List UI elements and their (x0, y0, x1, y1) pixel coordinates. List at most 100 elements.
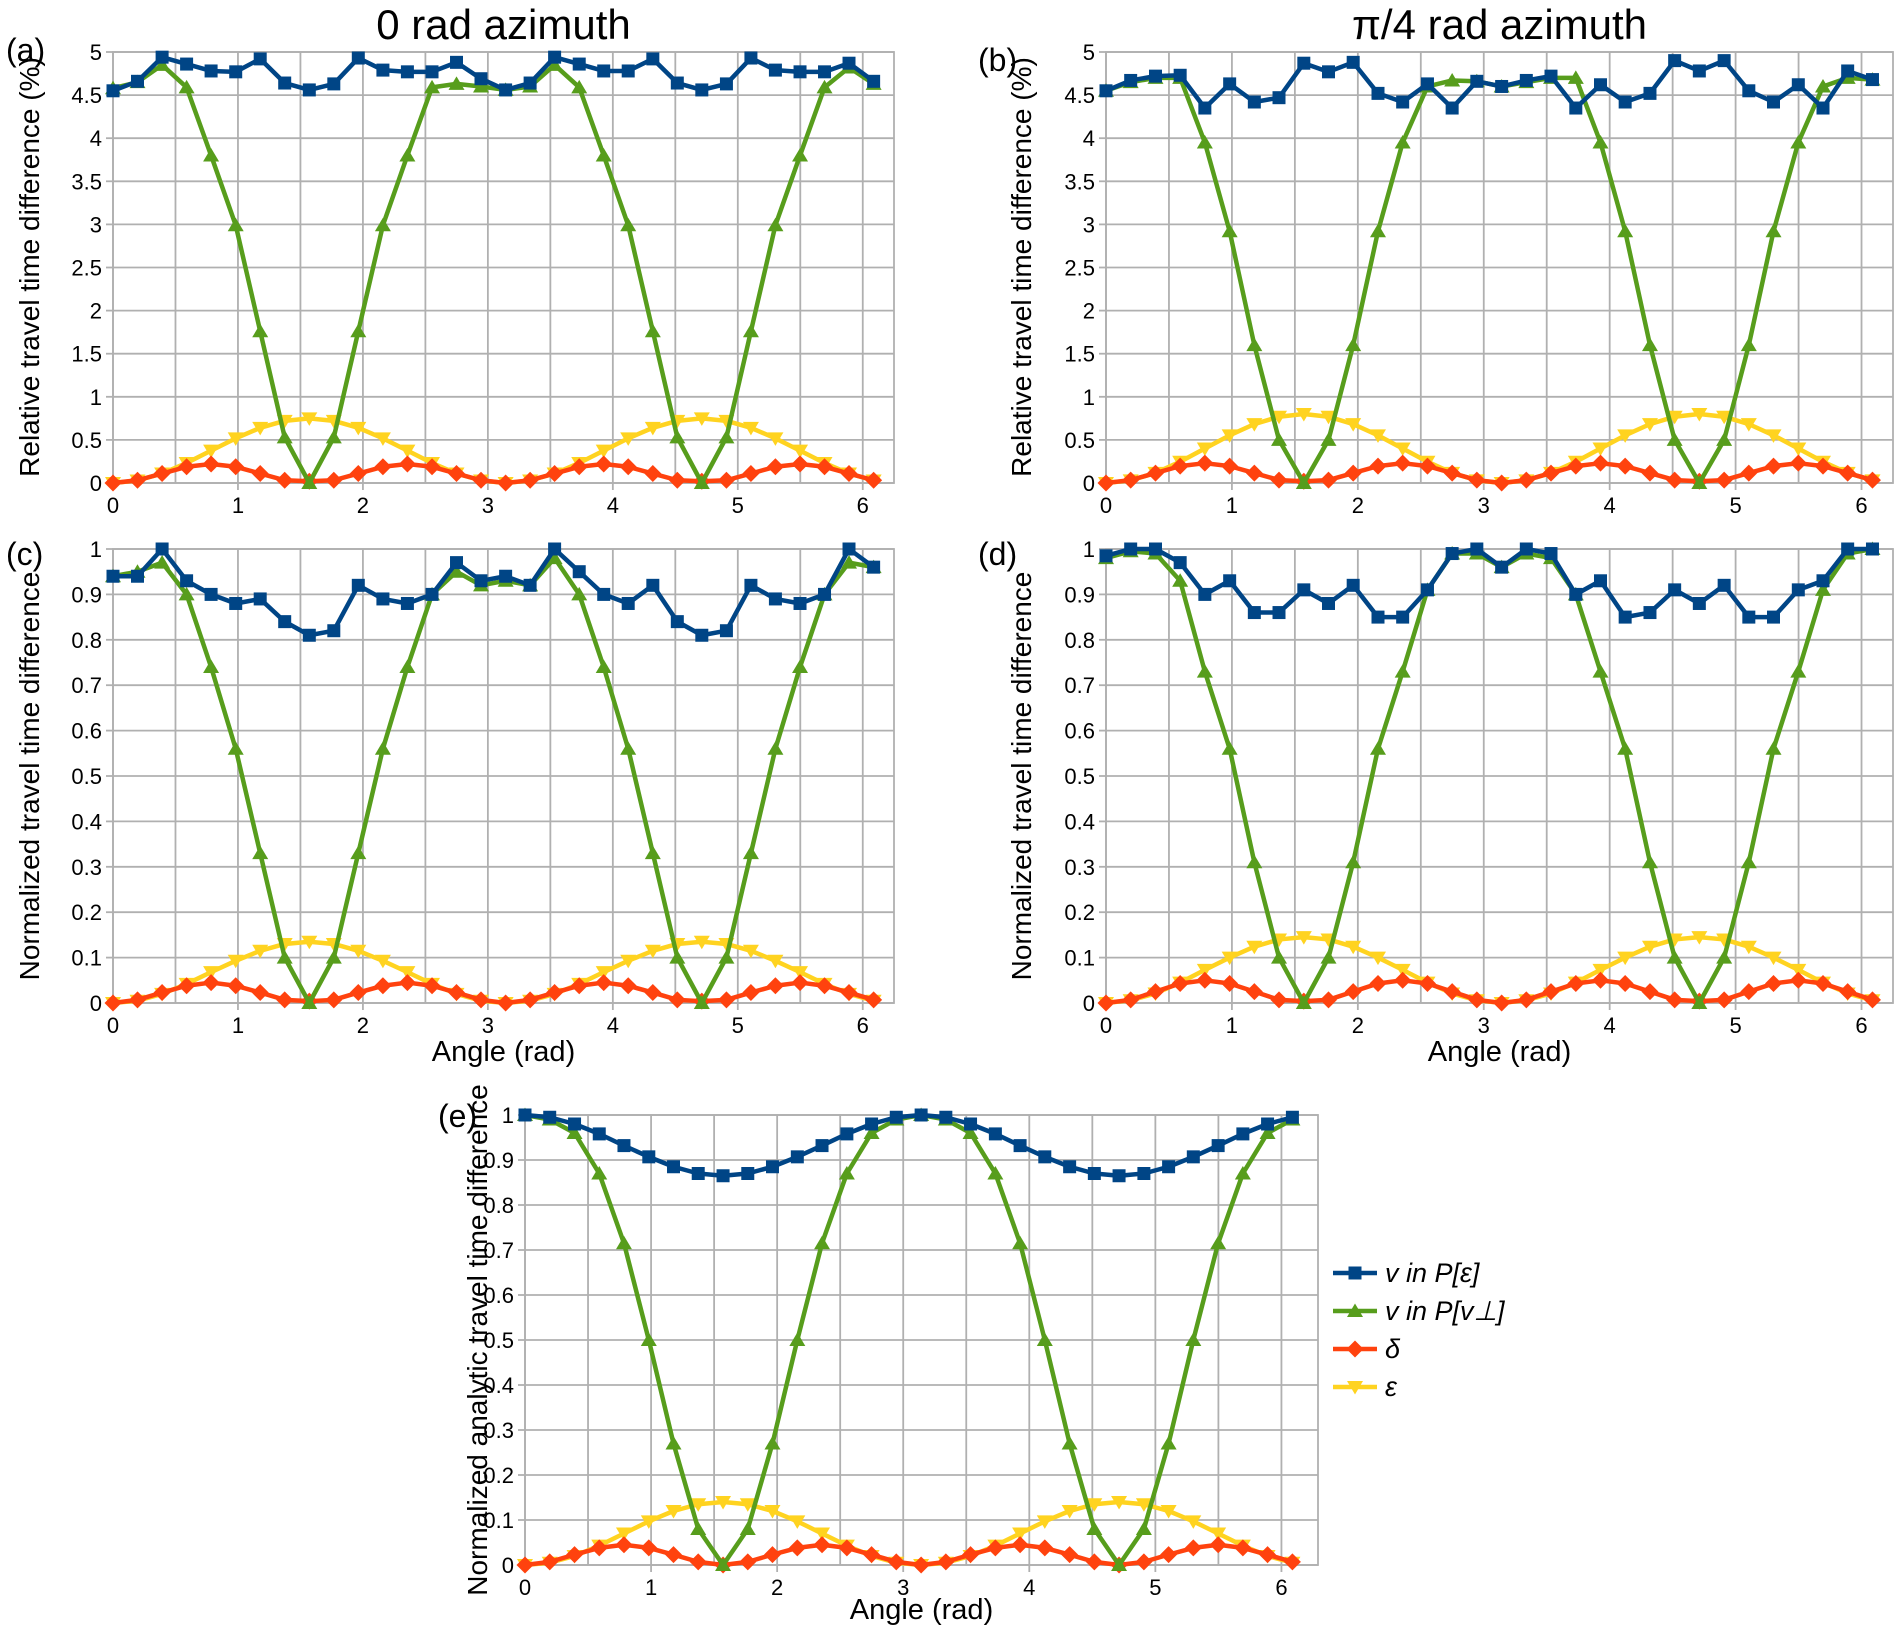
y-axis-label-e: Normalized analytic travel time differen… (462, 1084, 493, 1596)
y-tick-label: 0.9 (71, 582, 102, 607)
series-v_eps (106, 50, 881, 98)
y-tick-label: 0.1 (1064, 946, 1095, 971)
x-tick-label: 5 (732, 1013, 744, 1038)
x-tick-label: 6 (1855, 493, 1867, 518)
x-tick-label: 1 (645, 1575, 657, 1600)
y-tick-label: 0.7 (1064, 673, 1095, 698)
gridlines (112, 548, 895, 1004)
y-tick-label: 0.1 (71, 946, 102, 971)
y-tick-label: 0.6 (1064, 719, 1095, 744)
y-tick-label: 1 (1083, 537, 1095, 562)
series-delta (104, 974, 883, 1012)
gridlines (524, 1114, 1319, 1566)
series-delta (1097, 454, 1881, 492)
y-tick-label: 0 (1083, 991, 1095, 1016)
legend-label: v in P[ε] (1385, 1257, 1480, 1288)
y-tick-label: 3 (1083, 212, 1095, 237)
y-tick-label: 5 (1083, 40, 1095, 65)
y-tick-label: 4 (1083, 126, 1095, 151)
y-tick-label: 0.9 (483, 1148, 514, 1173)
y-tick-label: 4 (90, 126, 102, 151)
y-tick-label: 0.3 (1064, 855, 1095, 880)
series-v_eps (518, 1108, 1299, 1183)
x-tick-label: 6 (857, 1013, 869, 1038)
y-tick-label: 0.3 (71, 855, 102, 880)
x-tick-label: 1 (1226, 493, 1238, 518)
y-tick-label: 0.2 (1064, 900, 1095, 925)
panel-label-a: (a) (6, 32, 46, 68)
y-tick-label: 4.5 (71, 83, 102, 108)
y-tick-label: 0.6 (483, 1283, 514, 1308)
series-v_perp (105, 550, 882, 1009)
y-tick-label: 0.8 (483, 1193, 514, 1218)
legend-item-2: δ (1331, 1330, 1505, 1368)
y-tick-label: 0 (1083, 471, 1095, 496)
gridlines (112, 51, 895, 484)
x-tick-label: 5 (1729, 493, 1741, 518)
x-tick-label: 5 (732, 493, 744, 518)
y-tick-label: 1.5 (71, 342, 102, 367)
x-tick-label: 1 (232, 493, 244, 518)
y-tick-label: 0.7 (483, 1238, 514, 1263)
y-tick-label: 0.1 (483, 1508, 514, 1533)
x-tick-label: 2 (357, 493, 369, 518)
axis-ticks-and-labels: 0 0.5 1 1.5 2 2.5 3 3.5 4 4.5 5 0 1 2 3 4 5 6 (1064, 40, 1867, 518)
title-pi4-rad-azimuth: π/4 rad azimuth (1351, 1, 1648, 48)
axis-ticks-and-labels: 0 0.5 1 1.5 2 2.5 3 3.5 4 4.5 5 0 1 2 3 4 5 6 (71, 40, 868, 518)
x-tick-label: 2 (771, 1575, 783, 1600)
panel-label-d: (d) (978, 536, 1018, 572)
y-tick-label: 5 (90, 40, 102, 65)
y-tick-label: 0.4 (1064, 809, 1095, 834)
y-tick-label: 1 (1083, 385, 1095, 410)
y-tick-label: 0.3 (483, 1418, 514, 1443)
y-tick-label: 0 (502, 1553, 514, 1578)
y-tick-label: 0.9 (1064, 582, 1095, 607)
y-tick-label: 0.5 (1064, 428, 1095, 453)
series-delta (1097, 971, 1881, 1012)
legend-item-3: ε (1331, 1368, 1505, 1406)
y-axis-label-d: Normalized travel time difference (1006, 571, 1037, 981)
y-tick-label: 0.8 (71, 628, 102, 653)
series-delta (516, 1536, 1301, 1574)
y-tick-label: 2.5 (1064, 256, 1095, 281)
legend-marker-square-icon (1333, 1266, 1377, 1280)
chart-panel-c: 0 0.1 0.2 0.3 0.4 0.5 0.6 0.7 0.8 0.9 1 0 1 2 3 4 5 6 (71, 537, 895, 1038)
x-axis-label-e: Angle (rad) (849, 1594, 994, 1626)
x-tick-label: 2 (1352, 1013, 1364, 1038)
chart-panel-e: 0 0.1 0.2 0.3 0.4 0.5 0.6 0.7 0.8 0.9 1 0 1 2 3 4 5 6 (483, 1103, 1319, 1600)
y-tick-label: 0.4 (483, 1373, 514, 1398)
x-tick-label: 2 (1352, 493, 1364, 518)
legend-label: v in P[v⊥] (1385, 1295, 1505, 1326)
x-tick-label: 4 (1604, 493, 1616, 518)
x-axis-label-d: Angle (rad) (1427, 1036, 1572, 1068)
series-v_perp (105, 57, 882, 489)
y-tick-label: 0.5 (483, 1328, 514, 1353)
y-tick-label: 0.5 (71, 428, 102, 453)
axis-ticks-and-labels: 0 0.1 0.2 0.3 0.4 0.5 0.6 0.7 0.8 0.9 1 0 1 2 3 4 5 6 (71, 537, 868, 1038)
y-tick-label: 0.5 (71, 764, 102, 789)
y-tick-label: 0.7 (71, 673, 102, 698)
y-axis-label-b: Relative travel time difference (%) (1006, 57, 1037, 477)
x-tick-label: 3 (897, 1575, 909, 1600)
panel-label-c: (c) (6, 536, 44, 572)
y-tick-label: 0 (90, 471, 102, 496)
series-eps (105, 412, 882, 491)
legend: v in P[ε] v in P[v⊥] δ ε (1331, 1254, 1505, 1406)
legend-label: ε (1385, 1371, 1397, 1402)
y-axis-label-a: Relative travel time difference (%) (14, 57, 45, 477)
y-tick-label: 3 (90, 212, 102, 237)
series-v_eps (106, 542, 881, 642)
series-eps (517, 1496, 1301, 1573)
y-tick-label: 2 (90, 299, 102, 324)
y-tick-label: 2 (1083, 299, 1095, 324)
x-tick-label: 0 (107, 493, 119, 518)
chart-panel-d: 0 0.1 0.2 0.3 0.4 0.5 0.6 0.7 0.8 0.9 1 0 1 2 3 4 5 6 (1064, 537, 1894, 1038)
y-tick-label: 0.2 (71, 900, 102, 925)
x-tick-label: 3 (482, 493, 494, 518)
x-tick-label: 6 (1855, 1013, 1867, 1038)
legend-item-1: v in P[v⊥] (1331, 1292, 1505, 1330)
x-tick-label: 1 (1226, 1013, 1238, 1038)
gridlines (1105, 51, 1894, 484)
y-tick-label: 1 (502, 1103, 514, 1128)
